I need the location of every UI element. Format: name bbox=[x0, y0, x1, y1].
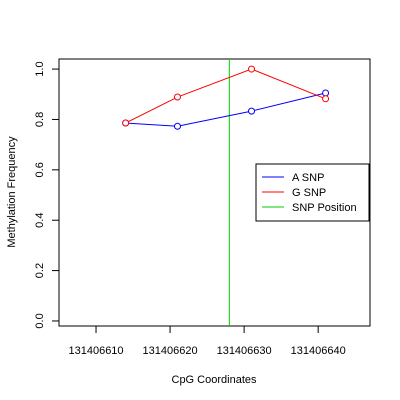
data-point-a-snp bbox=[248, 107, 256, 115]
y-tick-label: 1.0 bbox=[34, 61, 46, 76]
x-tick-label: 131406620 bbox=[143, 345, 198, 357]
data-point-a-snp bbox=[322, 89, 330, 97]
y-axis-title: Methylation Frequency bbox=[6, 136, 18, 248]
x-tick-label: 131406640 bbox=[291, 345, 346, 357]
legend-label-a-snp: A SNP bbox=[292, 172, 324, 184]
series-line-a-snp bbox=[125, 92, 326, 127]
data-point-a-snp bbox=[173, 122, 181, 130]
legend: A SNP G SNP SNP Position bbox=[255, 163, 370, 222]
y-tick-label: 0.2 bbox=[34, 263, 46, 278]
x-tick-label: 131406630 bbox=[217, 345, 272, 357]
x-axis: 131406610 131406620 131406630 131406640 bbox=[68, 325, 346, 357]
legend-label-snp-position: SNP Position bbox=[292, 202, 357, 214]
x-tick-label: 131406610 bbox=[68, 345, 123, 357]
y-tick-label: 0.8 bbox=[34, 112, 46, 127]
series-line-g-snp bbox=[125, 68, 326, 124]
x-axis-title: CpG Coordinates bbox=[172, 374, 257, 386]
y-tick-label: 0.6 bbox=[34, 162, 46, 177]
data-point-g-snp bbox=[322, 95, 330, 103]
data-point-g-snp bbox=[122, 119, 130, 127]
data-point-g-snp bbox=[173, 93, 181, 101]
data-point-g-snp bbox=[248, 65, 256, 73]
y-tick-label: 0.0 bbox=[34, 313, 46, 328]
legend-label-g-snp: G SNP bbox=[292, 187, 326, 199]
series-layer bbox=[122, 65, 330, 130]
y-axis: 0.0 0.2 0.4 0.6 0.8 1.0 bbox=[34, 61, 60, 329]
y-tick-label: 0.4 bbox=[34, 213, 46, 228]
